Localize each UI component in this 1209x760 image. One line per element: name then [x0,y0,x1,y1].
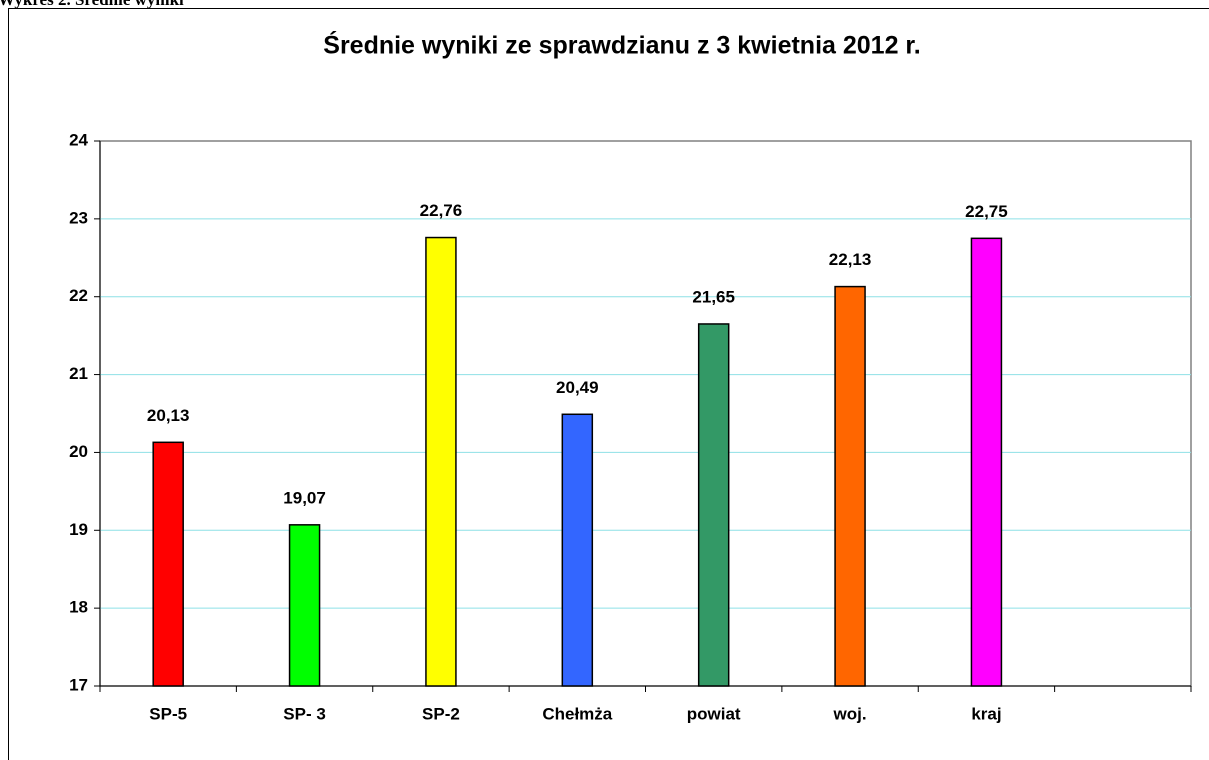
y-tick-label: 24 [69,130,88,149]
chart-title: Średnie wyniki ze sprawdzianu z 3 kwietn… [323,30,920,60]
bar [697,323,730,687]
data-label: 22,13 [829,250,872,269]
plot-area [99,140,1192,687]
data-label: 20,49 [556,378,599,397]
y-tick-label: 19 [69,520,88,539]
data-label: 19,07 [283,488,326,507]
x-tick-label: Chełmża [542,704,612,723]
x-tick-label: kraj [971,704,1001,723]
data-label: 21,65 [692,287,735,306]
chart-frame [8,8,1209,760]
x-tick-label: SP- 3 [283,704,326,723]
y-tick-label: 18 [69,598,88,617]
data-label: 22,76 [420,201,463,220]
bar [152,441,184,687]
x-tick-label: powiat [687,704,741,723]
y-tick-label: 22 [69,286,88,305]
y-tick-label: 17 [69,675,88,694]
bar [288,524,321,687]
page-header: Wykres 2. Średnie wyniki [0,0,184,9]
y-tick-label: 20 [69,442,88,461]
x-tick-label: woj. [833,704,867,723]
data-label: 20,13 [147,406,190,425]
data-label: 22,75 [965,202,1008,221]
x-tick-label: SP-5 [149,704,187,723]
x-tick-label: SP-2 [422,704,460,723]
bar [561,413,594,687]
y-tick-label: 23 [69,208,88,227]
y-tick-label: 21 [69,364,88,383]
bar [834,285,866,687]
bar [970,237,1003,687]
bar [425,236,457,687]
